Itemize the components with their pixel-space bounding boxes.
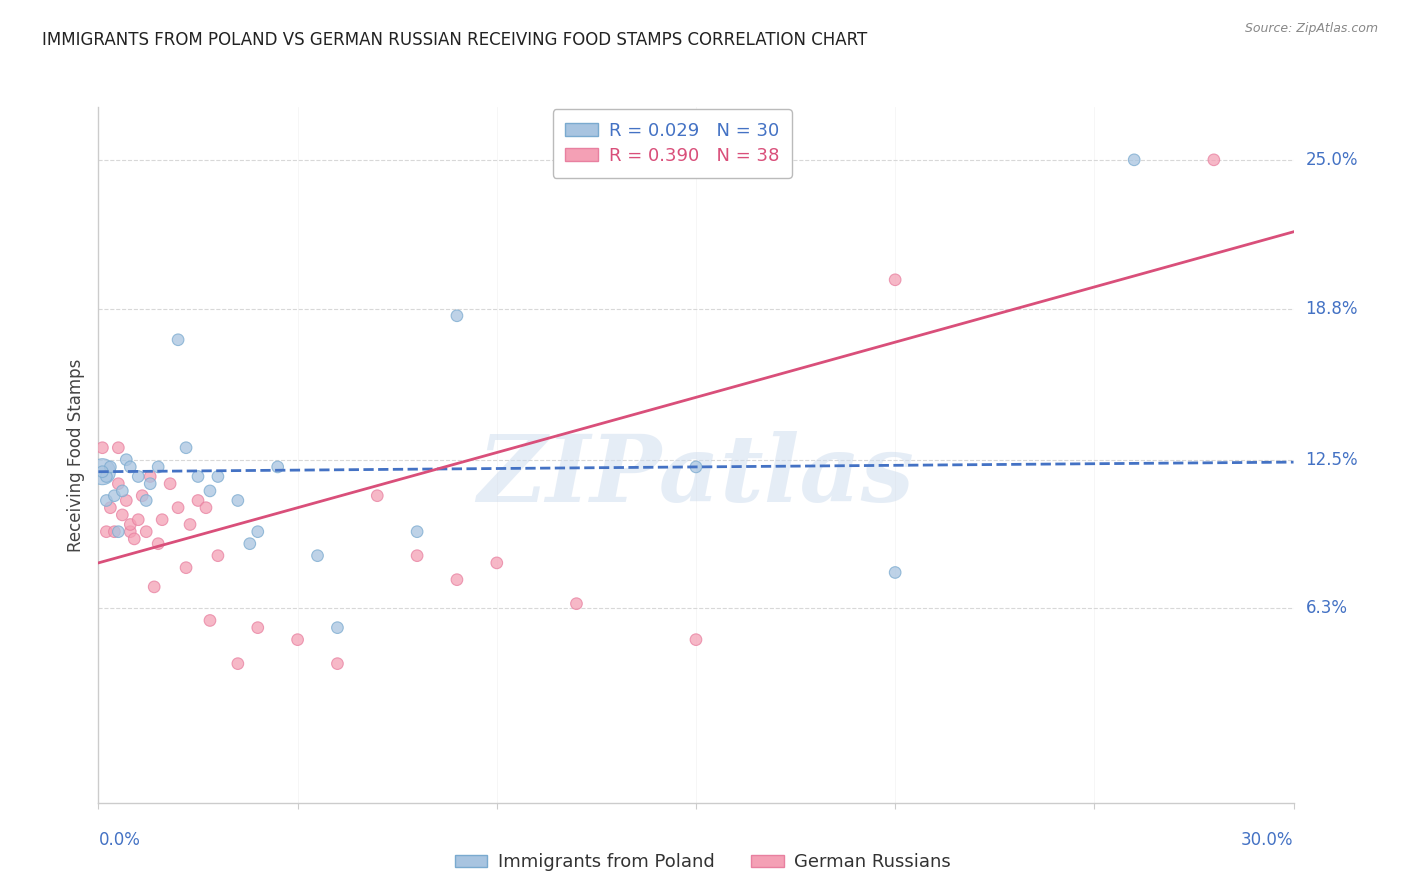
Point — [198, 614, 221, 628]
Point — [148, 537, 170, 551]
Point — [139, 469, 162, 483]
Point — [148, 459, 170, 474]
Text: 30.0%: 30.0% — [1241, 830, 1294, 848]
Point — [115, 493, 138, 508]
Point — [131, 489, 153, 503]
Point — [287, 632, 309, 647]
Text: 0.0%: 0.0% — [98, 830, 141, 848]
Point — [150, 513, 173, 527]
Point — [159, 476, 181, 491]
Legend: Immigrants from Poland, German Russians: Immigrants from Poland, German Russians — [447, 847, 959, 879]
Point — [446, 309, 468, 323]
Point — [406, 524, 429, 539]
Point — [187, 493, 209, 508]
Point — [120, 459, 142, 474]
Point — [239, 537, 262, 551]
Point — [98, 500, 122, 515]
Point — [246, 621, 269, 635]
Point — [120, 517, 142, 532]
Point — [127, 469, 149, 483]
Point — [307, 549, 329, 563]
Point — [226, 657, 249, 671]
Point — [91, 465, 114, 479]
Point — [96, 493, 118, 508]
Point — [685, 632, 707, 647]
Point — [198, 483, 221, 498]
Point — [1202, 153, 1225, 167]
Point — [96, 469, 118, 483]
Y-axis label: Receiving Food Stamps: Receiving Food Stamps — [66, 359, 84, 551]
Point — [107, 524, 129, 539]
Point — [207, 549, 229, 563]
Point — [326, 657, 349, 671]
Point — [139, 476, 162, 491]
Point — [124, 532, 146, 546]
Point — [194, 500, 218, 515]
Text: 18.8%: 18.8% — [1305, 300, 1358, 318]
Point — [565, 597, 588, 611]
Text: 12.5%: 12.5% — [1305, 450, 1358, 468]
Point — [111, 508, 134, 522]
Text: IMMIGRANTS FROM POLAND VS GERMAN RUSSIAN RECEIVING FOOD STAMPS CORRELATION CHART: IMMIGRANTS FROM POLAND VS GERMAN RUSSIAN… — [42, 31, 868, 49]
Point — [685, 459, 707, 474]
Point — [226, 493, 249, 508]
Point — [135, 493, 157, 508]
Point — [446, 573, 468, 587]
Point — [107, 441, 129, 455]
Point — [135, 524, 157, 539]
Point — [98, 459, 122, 474]
Point — [326, 621, 349, 635]
Point — [167, 333, 190, 347]
Point — [120, 524, 142, 539]
Text: 25.0%: 25.0% — [1305, 151, 1358, 169]
Point — [366, 489, 388, 503]
Point — [884, 566, 907, 580]
Point — [107, 476, 129, 491]
Text: Source: ZipAtlas.com: Source: ZipAtlas.com — [1244, 22, 1378, 36]
Point — [115, 452, 138, 467]
Text: 6.3%: 6.3% — [1305, 599, 1347, 617]
Point — [246, 524, 269, 539]
Point — [91, 441, 114, 455]
Point — [1123, 153, 1146, 167]
Point — [406, 549, 429, 563]
Point — [103, 524, 125, 539]
Point — [485, 556, 508, 570]
Point — [267, 459, 290, 474]
Point — [884, 273, 907, 287]
Point — [174, 441, 197, 455]
Point — [103, 489, 125, 503]
Point — [187, 469, 209, 483]
Point — [111, 483, 134, 498]
Legend: R = 0.029   N = 30, R = 0.390   N = 38: R = 0.029 N = 30, R = 0.390 N = 38 — [553, 109, 792, 178]
Point — [127, 513, 149, 527]
Point — [207, 469, 229, 483]
Point — [143, 580, 166, 594]
Text: ZIPatlas: ZIPatlas — [478, 431, 914, 521]
Point — [167, 500, 190, 515]
Point — [96, 524, 118, 539]
Point — [179, 517, 201, 532]
Point — [91, 465, 114, 479]
Point — [174, 560, 197, 574]
